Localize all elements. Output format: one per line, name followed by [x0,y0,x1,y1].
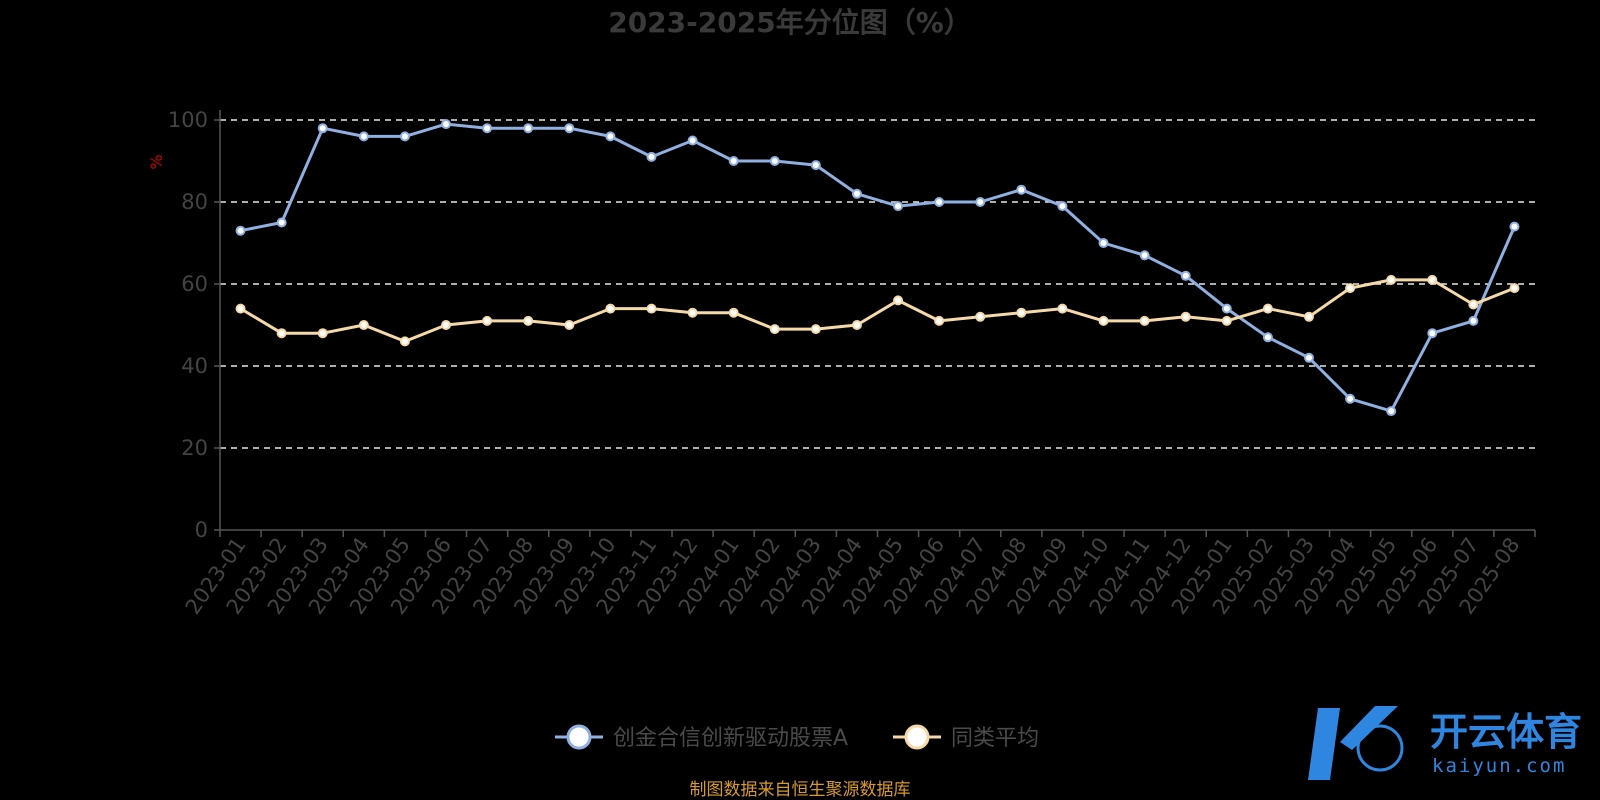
legend-item[interactable]: 创金合信创新驱动股票A [555,724,848,751]
data-point [399,336,410,347]
data-point [769,156,780,166]
data-point [1098,315,1109,326]
watermark-logo: 开云体育 kaiyun.com [1308,706,1582,780]
axes [219,110,1535,531]
data-point [975,311,986,322]
data-point [810,160,821,171]
data-point [934,197,945,207]
data-point [1468,315,1479,326]
grid-lines [220,119,1535,449]
data-point [1386,406,1397,417]
series-1 [235,274,1520,347]
data-point [441,320,452,330]
y-tick-label: 80 [181,190,208,214]
series-line [240,122,1516,413]
x-axis-ticks: 2023-012023-022023-032023-042023-052023-… [181,530,1536,619]
data-point [769,324,780,335]
data-point [523,315,534,326]
data-point [605,131,616,142]
data-point [1016,184,1027,195]
data-point [1262,303,1273,314]
legend-marker [566,724,592,750]
data-point [358,320,369,330]
data-point [1303,311,1314,322]
data-point [1262,332,1273,343]
data-point [934,315,945,326]
data-point [1098,238,1109,248]
source-note: 制图数据来自恒生聚源数据库 [690,780,911,800]
chart-title: 2023-2025年分位图（%） [608,6,972,39]
data-point [975,197,986,207]
y-axis-unit: % [147,154,166,169]
data-point [441,119,452,130]
data-point [810,324,821,335]
data-point [1468,299,1479,310]
watermark-domain: kaiyun.com [1432,755,1566,777]
legend: 创金合信创新驱动股票A 同类平均 [555,724,1039,751]
data-point [1345,283,1356,294]
data-point [564,320,575,330]
legend-marker [904,724,930,750]
data-point [1509,283,1520,294]
data-point [1221,303,1232,314]
data-point [1139,315,1150,326]
data-point [646,151,657,162]
data-point [851,188,862,199]
y-tick-label: 0 [195,518,208,542]
data-point [1303,352,1314,363]
legend-label: 同类平均 [951,726,1039,751]
data-point [482,123,493,134]
data-point [646,303,657,314]
data-point [358,131,369,142]
data-point [687,307,698,318]
data-point [728,156,739,166]
data-point [728,307,739,318]
data-point [1386,274,1397,285]
data-point [605,303,616,314]
data-point [1180,311,1191,322]
data-point [235,303,246,314]
data-point [687,135,698,146]
data-point [564,123,575,134]
data-point [276,328,287,339]
data-point [276,217,287,228]
data-point [1221,315,1232,326]
series-group [235,119,1520,417]
y-tick-label: 20 [181,436,208,460]
data-point [893,201,904,212]
legend-item[interactable]: 同类平均 [893,724,1039,751]
series-0 [235,119,1520,417]
data-point [1057,303,1068,314]
data-point [399,131,410,142]
data-point [317,328,328,339]
data-point [235,225,246,236]
legend-label: 创金合信创新驱动股票A [613,726,848,751]
data-point [893,295,904,306]
y-axis-ticks: 0 20 40 60 80 100 [168,108,220,542]
watermark-brand: 开云体育 [1430,710,1582,754]
watermark-k-icon [1308,706,1398,780]
data-point [1016,307,1027,318]
data-point [851,320,862,330]
data-point [482,315,493,326]
data-point [1139,250,1150,261]
watermark-ball-icon [1356,724,1404,772]
data-point [1345,393,1356,404]
data-point [1180,270,1191,281]
data-point [1509,221,1520,232]
data-point [1057,201,1068,212]
y-tick-label: 100 [168,108,208,132]
y-tick-label: 60 [181,272,208,296]
data-point [1427,328,1438,339]
series-line [239,278,1516,343]
data-point [1427,274,1438,285]
y-tick-label: 40 [181,354,208,378]
data-point [523,123,534,134]
data-point [317,123,328,134]
